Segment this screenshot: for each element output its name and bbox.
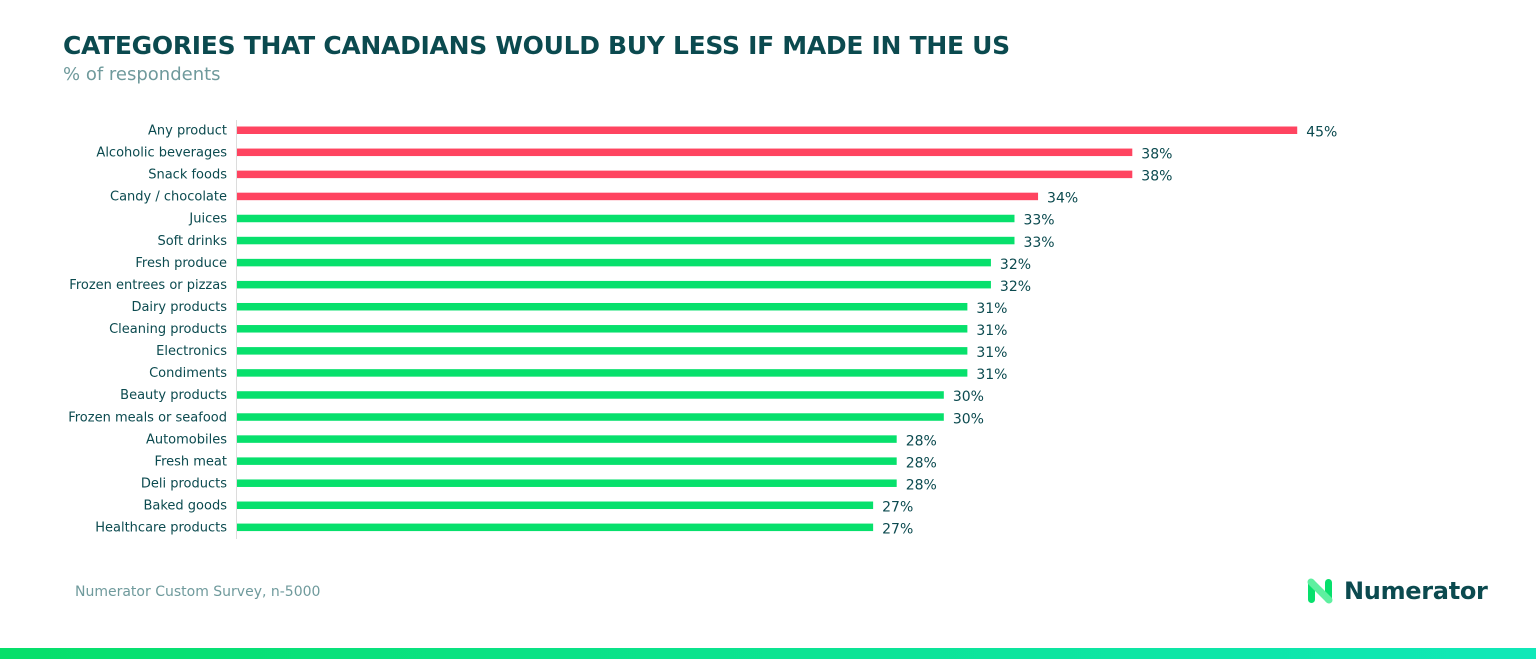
bar [237,501,874,510]
value-label: 28% [906,455,937,471]
category-label: Baked goods [143,499,227,514]
bar [237,347,968,355]
category-label: Dairy products [131,300,227,315]
bottom-accent-bar [0,648,1536,659]
value-label: 27% [882,500,913,516]
value-label: 31% [976,367,1007,383]
bar [237,192,1039,201]
bar-chart: Any product 45% Alcoholic beverages 38% Snac… [68,120,1337,539]
chart-subtitle: % of respondents [63,64,221,85]
bar [237,236,1015,245]
category-label: Frozen entrees or pizzas [69,278,227,293]
value-label: 33% [1023,235,1054,251]
bar [237,126,1298,134]
bar [237,280,991,289]
numerator-logo: Numerator [1306,577,1488,605]
chart-title: CATEGORIES THAT CANADIANS WOULD BUY LESS… [63,31,1010,60]
bar [237,391,944,399]
brand-name: Numerator [1344,577,1488,605]
bar [237,413,944,421]
category-label: Deli products [141,476,227,491]
category-label: Condiments [149,366,227,381]
category-label: Any product [148,124,227,139]
category-label: Soft drinks [157,234,227,249]
value-label: 28% [906,477,937,493]
category-label: Juices [188,212,227,227]
bar [237,214,1015,223]
bar [237,258,991,267]
bar [237,479,897,487]
value-label: 31% [976,323,1007,339]
category-label: Snack foods [148,168,227,183]
category-label: Electronics [156,344,227,359]
bar [237,435,897,443]
category-label: Cleaning products [109,322,227,337]
category-label: Candy / chocolate [110,190,227,205]
category-label: Fresh produce [135,256,227,271]
value-label: 30% [953,411,984,427]
value-label: 38% [1141,169,1172,185]
bar [237,457,897,465]
value-label: 27% [882,522,913,538]
bar [237,170,1133,179]
category-label: Healthcare products [95,521,227,536]
category-label: Beauty products [120,388,227,403]
bar [237,148,1133,157]
value-label: 32% [1000,257,1031,273]
value-label: 31% [976,345,1007,361]
value-label: 32% [1000,279,1031,295]
value-label: 45% [1306,125,1337,141]
category-label: Alcoholic beverages [96,146,227,161]
bar [237,523,874,532]
numerator-logo-icon [1307,578,1333,604]
bar [237,302,968,311]
value-label: 28% [906,433,937,449]
source-note: Numerator Custom Survey, n-5000 [75,584,321,600]
value-label: 33% [1023,213,1054,229]
value-label: 30% [953,389,984,405]
value-label: 38% [1141,147,1172,163]
category-label: Frozen meals or seafood [68,410,227,425]
bar [237,325,968,333]
bar [237,369,968,377]
value-label: 31% [976,301,1007,317]
value-label: 34% [1047,191,1078,207]
category-label: Fresh meat [155,454,227,469]
category-label: Automobiles [146,432,227,447]
